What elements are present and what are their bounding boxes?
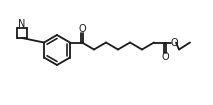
Text: O: O <box>78 24 86 33</box>
Text: O: O <box>161 52 169 62</box>
Text: N: N <box>18 19 26 29</box>
Text: O: O <box>170 37 178 47</box>
